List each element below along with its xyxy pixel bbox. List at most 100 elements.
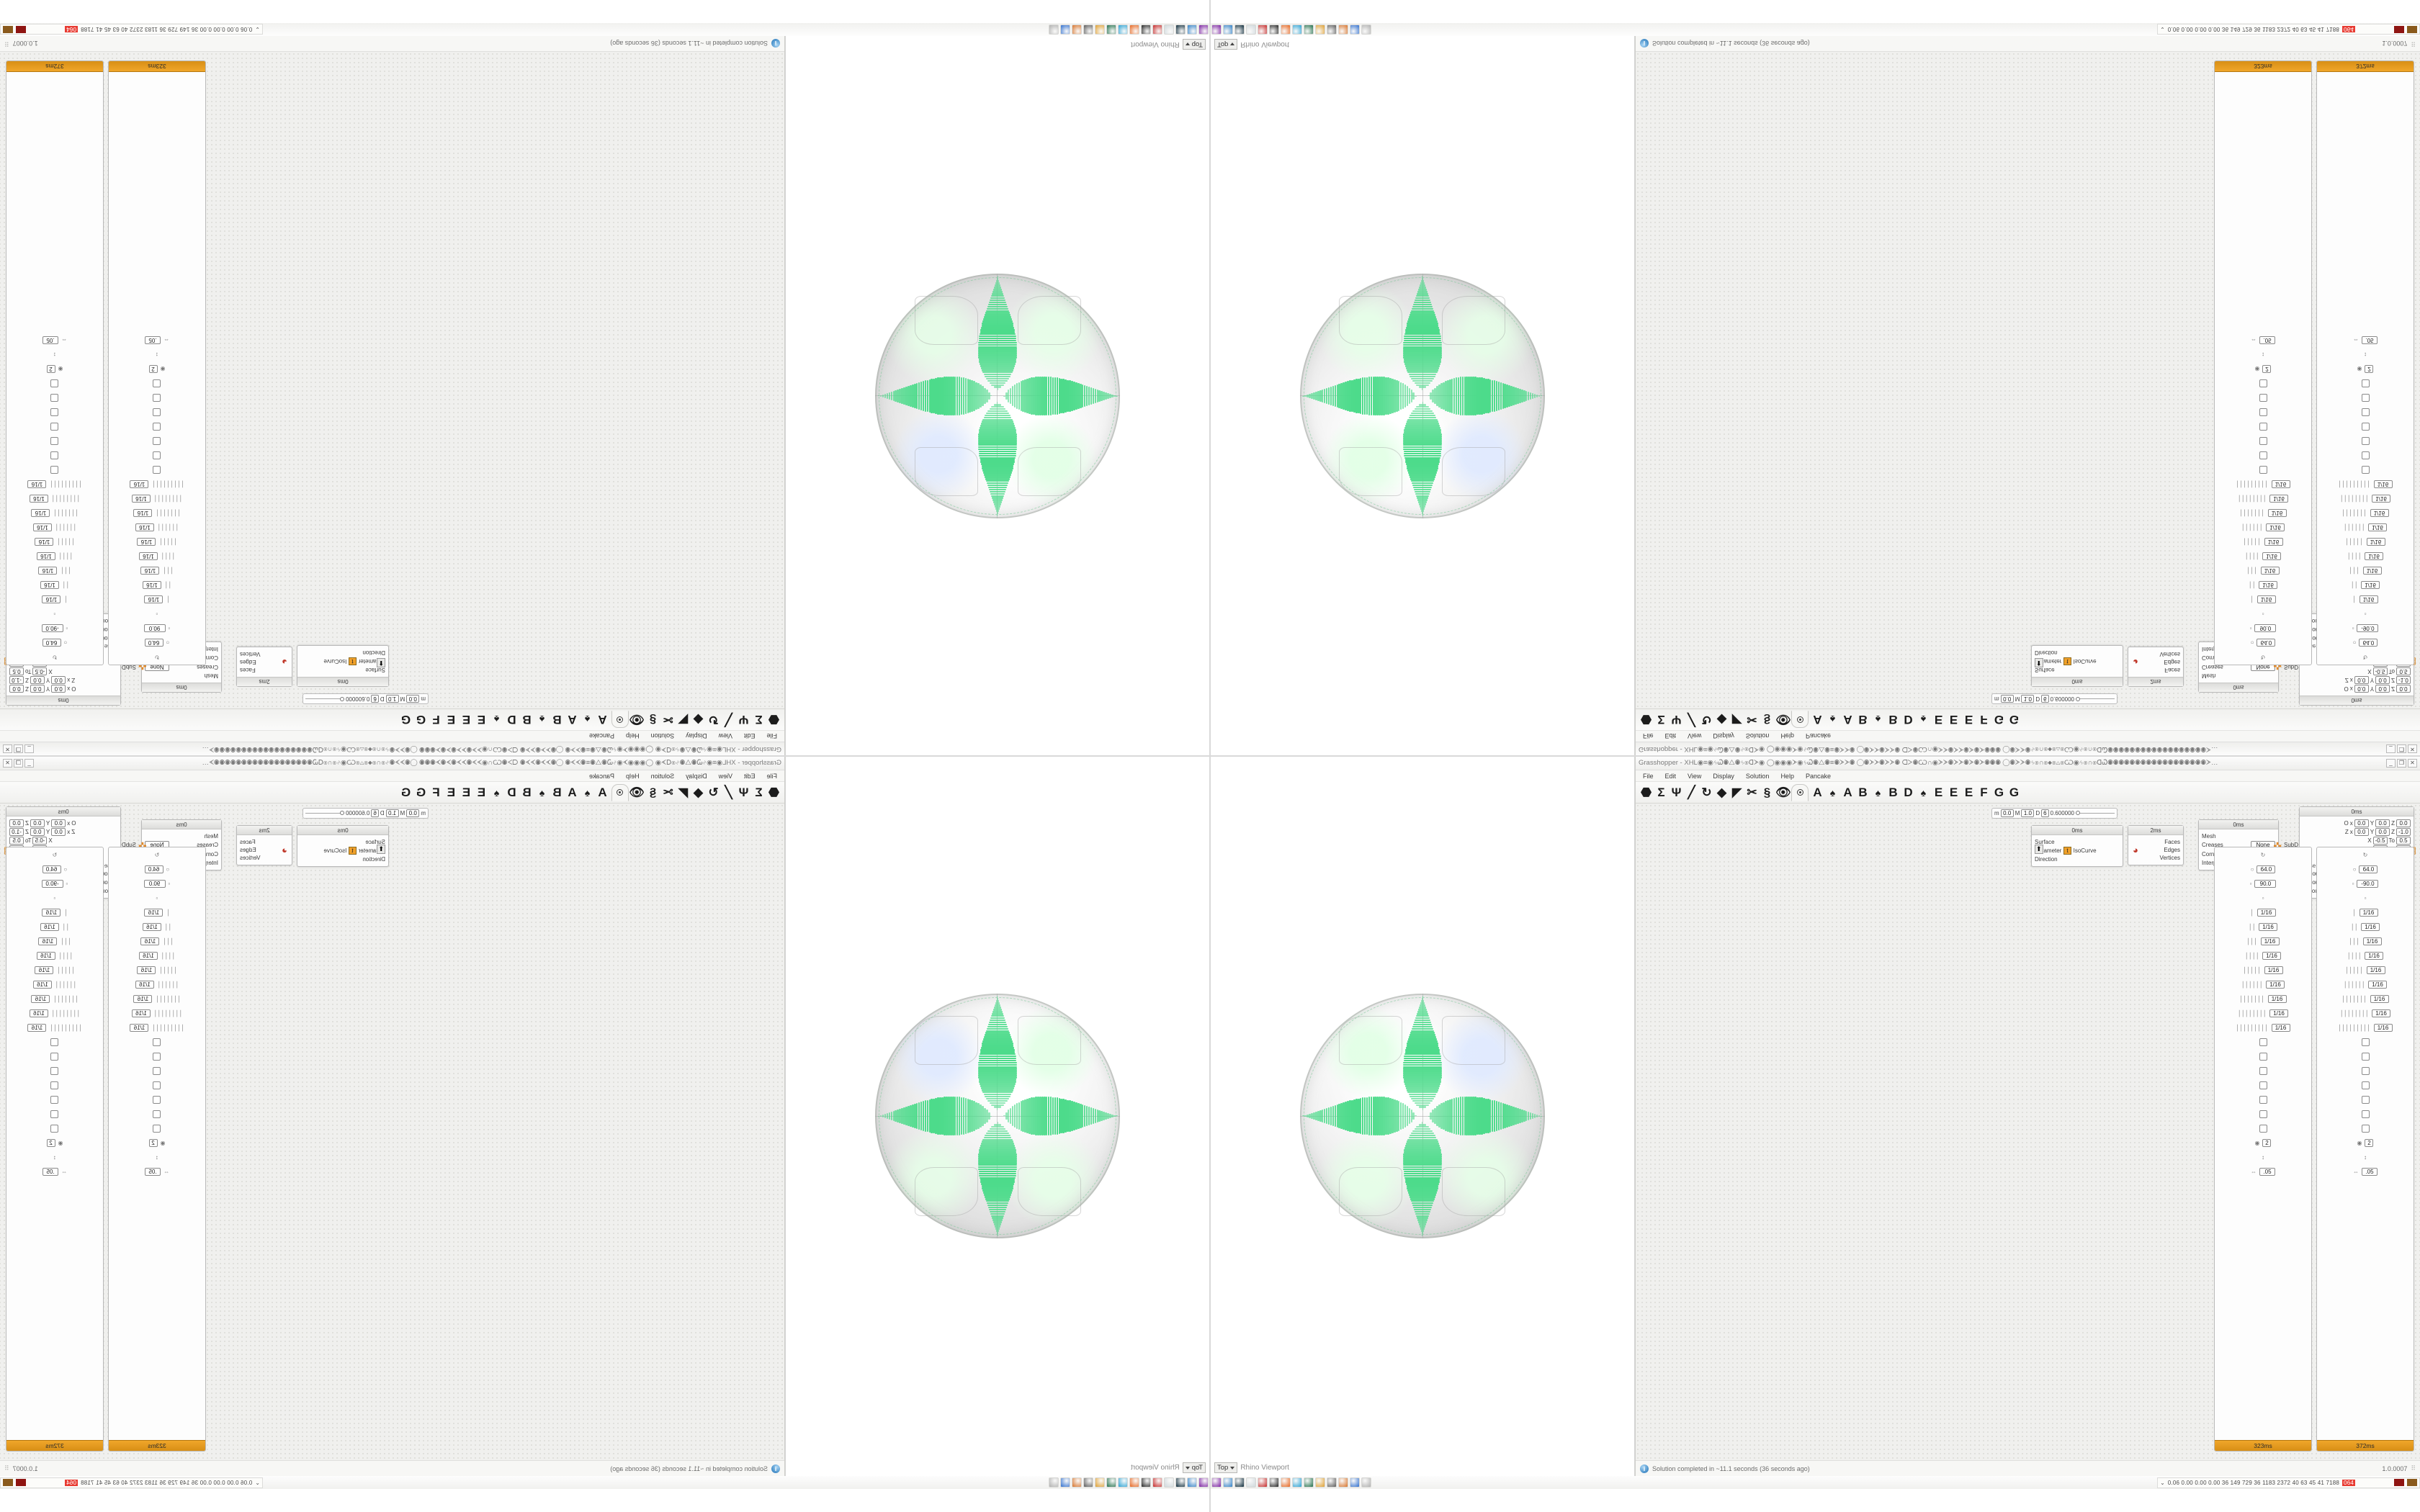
cluster-checkbox[interactable] <box>153 466 161 474</box>
param-field[interactable]: 0.0 <box>30 828 45 836</box>
param-field[interactable]: 0.0 <box>30 676 45 684</box>
close-button[interactable]: ✕ <box>2408 758 2417 768</box>
cluster-checkbox[interactable] <box>153 423 161 431</box>
param-field[interactable]: .05 <box>2259 1167 2275 1176</box>
param-field[interactable]: -0.5 <box>32 837 48 845</box>
mesh-icon[interactable]: ◤ <box>1731 713 1742 726</box>
param-field[interactable]: 1/16 <box>42 908 61 917</box>
firefox-icon[interactable] <box>1129 1477 1139 1488</box>
photoshop-icon[interactable] <box>1175 24 1186 35</box>
mesh-icon[interactable]: ◤ <box>678 786 689 799</box>
param-field[interactable]: -1.0 <box>2396 828 2411 836</box>
param-field[interactable]: 1/16 <box>33 980 52 989</box>
param-field[interactable]: 1/16 <box>27 1023 47 1032</box>
surface-icon[interactable]: ◆ <box>693 786 704 799</box>
cluster-checkbox[interactable] <box>153 1110 161 1118</box>
gimp-icon[interactable] <box>1327 24 1337 35</box>
param-field[interactable]: 0.0 <box>2396 685 2411 693</box>
param-field[interactable]: 6 <box>2041 695 2049 703</box>
ribbon-tab-4[interactable]: D <box>1904 713 1913 726</box>
param-field[interactable]: 1/16 <box>33 523 52 532</box>
direction-button[interactable]: ⬆ <box>2035 658 2043 667</box>
mail-icon[interactable] <box>1049 1477 1059 1488</box>
param-field[interactable]: 0.0 <box>51 676 66 684</box>
param-field[interactable]: 1.0 <box>385 809 399 817</box>
param-field[interactable]: 0.0 <box>51 685 66 693</box>
maths-icon[interactable]: Σ <box>1657 786 1665 799</box>
param-field[interactable]: 64.0 <box>144 639 163 647</box>
param-field[interactable]: 1/16 <box>140 567 160 575</box>
ribbon-tab-0[interactable]: A <box>598 786 607 799</box>
cluster-checkbox[interactable] <box>2361 394 2370 402</box>
param-field[interactable]: 0.0 <box>406 809 420 817</box>
param-field[interactable]: 1/16 <box>137 538 156 546</box>
param-field[interactable]: .05 <box>2259 336 2275 345</box>
params-icon[interactable]: ⬣ <box>768 713 779 726</box>
menu-item-help[interactable]: Help <box>1780 772 1794 780</box>
param-field[interactable]: 2 <box>46 1138 55 1147</box>
param-field[interactable]: 1/16 <box>130 1023 149 1032</box>
param-field[interactable]: 1/16 <box>2359 908 2378 917</box>
mesh-icon[interactable]: ◤ <box>678 713 689 726</box>
param-field[interactable]: .05 <box>145 336 161 345</box>
grasshopper-titlebar[interactable]: Grasshopper - XHL◉≡◉ᛃᏇ◉△◉ᛃ◉ᗡᗆ◉ ◯◉◉◉ᗆ◉ᛃᏇ◉… <box>0 756 784 770</box>
param-field[interactable]: .05 <box>42 1167 58 1176</box>
param-field[interactable]: 0.0 <box>2375 685 2390 693</box>
param-field[interactable]: 1/16 <box>2361 922 2380 931</box>
menu-item-file[interactable]: File <box>1643 772 1654 780</box>
param-field[interactable]: 2 <box>46 365 55 374</box>
maximize-button[interactable]: ❐ <box>14 744 23 754</box>
display-icon[interactable]: 👁 <box>629 713 645 726</box>
maximize-button[interactable]: ❐ <box>2397 758 2406 768</box>
menu-item-file[interactable]: File <box>1643 732 1654 740</box>
param-field[interactable]: 1.0 <box>2021 695 2035 703</box>
param-field[interactable]: 0.0 <box>2354 685 2369 693</box>
firefox-icon[interactable] <box>1281 24 1291 35</box>
direction-button[interactable]: ⬆ <box>2035 845 2043 854</box>
chromium-icon[interactable] <box>1118 1477 1128 1488</box>
cluster-checkbox[interactable] <box>50 1038 59 1046</box>
param-field[interactable]: -90.0 <box>2357 879 2379 888</box>
rhino-viewport[interactable]: Top Rhino Viewport <box>1210 36 1635 756</box>
ribbon-tab-0[interactable]: A <box>1813 713 1822 726</box>
display-icon[interactable]: 👁 <box>629 786 645 799</box>
cluster-checkbox[interactable] <box>153 1095 161 1104</box>
terminal-icon[interactable] <box>1164 1477 1174 1488</box>
cluster-checkbox[interactable] <box>2361 451 2370 460</box>
cluster-checkbox[interactable] <box>50 394 59 402</box>
param-field[interactable]: 1.0 <box>2021 809 2035 817</box>
cluster-checkbox[interactable] <box>2259 423 2267 431</box>
rhino-icon[interactable] <box>1106 24 1116 35</box>
param-field[interactable]: 1/16 <box>2365 552 2383 561</box>
intersect-icon[interactable]: ✂ <box>663 713 673 726</box>
cluster-checkbox[interactable] <box>2259 394 2267 402</box>
number-slider[interactable]: m 0.0 M 1.0 D 6 0.600000 <box>1991 693 2118 704</box>
component-isocurve[interactable]: 0ms Surface Parameter t IsoCurve Direction ⬆ <box>297 825 389 867</box>
ribbon-tab-3[interactable]: B <box>1888 786 1898 799</box>
param-field[interactable]: .05 <box>2362 336 2378 345</box>
maths-icon[interactable]: Σ <box>1657 713 1665 726</box>
resize-grip[interactable]: ⠿ <box>4 40 9 48</box>
menu-item-edit[interactable]: Edit <box>743 772 756 780</box>
intersect-icon[interactable]: ✂ <box>663 786 673 799</box>
param-field[interactable]: 0.0 <box>2375 819 2390 827</box>
param-field[interactable]: 1/16 <box>144 908 163 917</box>
param-field[interactable]: 6 <box>371 695 379 703</box>
ribbon-tab-10[interactable]: G <box>400 713 411 726</box>
cluster-checkbox[interactable] <box>50 1066 59 1075</box>
transform-icon[interactable]: § <box>1763 786 1771 799</box>
param-field[interactable]: -90.0 <box>2357 624 2379 633</box>
tray-caret-icon[interactable]: ⌄ <box>255 26 260 33</box>
param-field[interactable]: 1/16 <box>2262 552 2281 561</box>
files-icon[interactable] <box>1223 1477 1233 1488</box>
param-field[interactable]: 0.5 <box>2396 667 2411 675</box>
cluster-checkbox[interactable] <box>153 451 161 460</box>
krita-icon[interactable] <box>1258 1477 1268 1488</box>
cluster-checkbox[interactable] <box>2361 1081 2370 1089</box>
param-toggle-t[interactable]: t <box>2063 657 2071 665</box>
component-isocurve[interactable]: 0ms Surface Parameter t IsoCurve Direction ⬆ <box>2031 825 2123 867</box>
param-toggle-t[interactable]: t <box>349 657 357 665</box>
param-field[interactable]: 64.0 <box>42 865 61 873</box>
